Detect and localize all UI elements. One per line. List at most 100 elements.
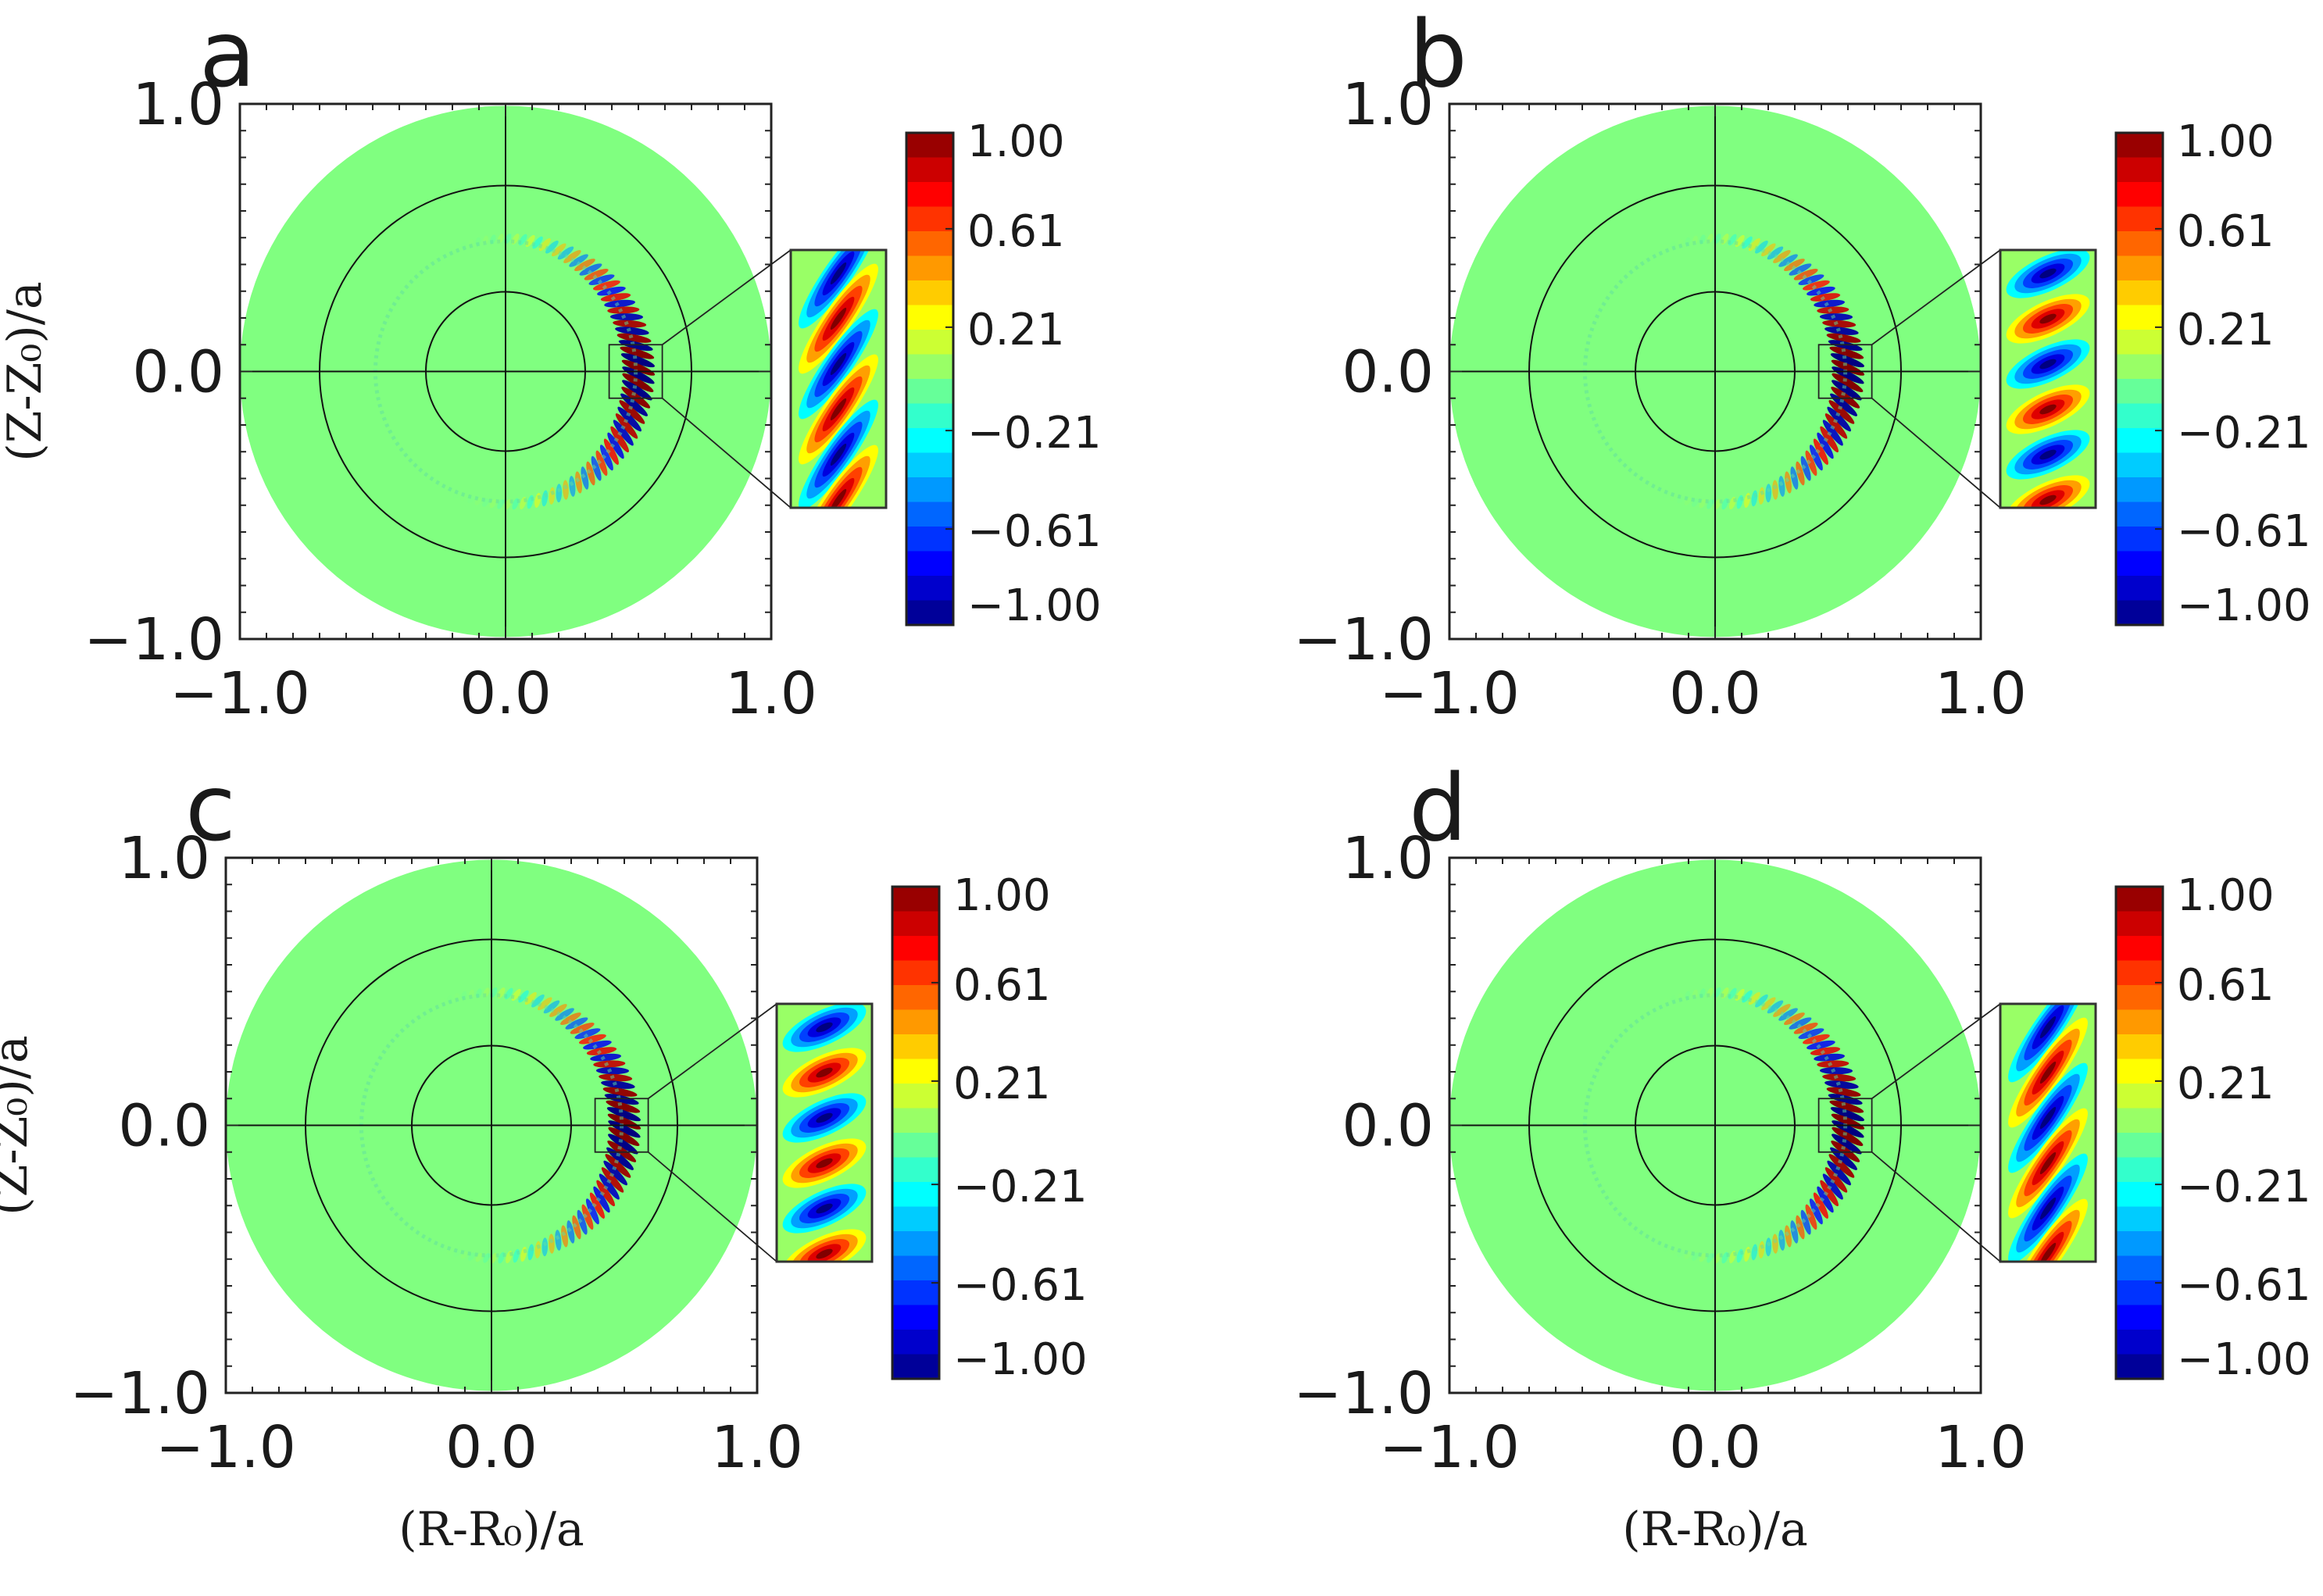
mode-stripe — [541, 1237, 549, 1257]
mode-stripe — [1748, 238, 1760, 252]
mode-stripe — [1817, 1060, 1849, 1068]
colorbar-level — [906, 403, 953, 429]
colorbar-level — [906, 255, 953, 281]
colorbar-tick-label: −0.21 — [967, 408, 1102, 459]
mode-stripe — [1742, 990, 1753, 1003]
mode-stripe — [615, 413, 638, 439]
mode-stripe — [1809, 1198, 1823, 1225]
colorbar-level — [906, 502, 953, 527]
colorbar-level — [2116, 1280, 2163, 1305]
mode-stripe — [620, 393, 648, 416]
mode-stripe — [1767, 1000, 1784, 1014]
colorbar-level — [892, 960, 939, 986]
mode-stripe — [1824, 1080, 1859, 1089]
mode-stripe — [1778, 1230, 1785, 1251]
colorbar-level — [892, 1133, 939, 1158]
y-tick-label: −1.0 — [84, 606, 224, 673]
inset-frame — [775, 1002, 874, 1263]
colorbar-tick-label: 0.21 — [2177, 1059, 2275, 1109]
inset-connector-bottom — [648, 1151, 777, 1262]
mode-stripe — [597, 286, 626, 296]
panel-label-a: a — [199, 0, 256, 108]
colorbar-level — [906, 157, 953, 183]
colorbar-level — [906, 477, 953, 502]
inset-connector-bottom — [1871, 1151, 2001, 1262]
colorbar-level — [2116, 403, 2163, 429]
colorbar-level — [906, 428, 953, 453]
mode-stripe — [1805, 1204, 1817, 1230]
mode-stripe — [1761, 243, 1776, 257]
mode-stripe — [1819, 1067, 1853, 1075]
colorbar-level — [2116, 1231, 2163, 1256]
mode-stripe — [1699, 1253, 1707, 1262]
mode-stripe — [560, 1012, 581, 1026]
mode-stripe — [1742, 236, 1753, 249]
mode-stripe — [1778, 254, 1798, 267]
mode-stripe — [1784, 1012, 1805, 1026]
colorbar-tick-label: 0.61 — [967, 206, 1065, 257]
inset-lobe — [2039, 313, 2057, 324]
colorbar-level — [2116, 1059, 2163, 1084]
inset-lobe — [2039, 1106, 2057, 1130]
colorbar-level — [2116, 280, 2163, 305]
mode-stripe — [604, 299, 636, 308]
colorbar-level — [2116, 1182, 2163, 1207]
colorbar-level — [906, 280, 953, 305]
mode-stripe — [1800, 1209, 1811, 1235]
mode-stripe — [538, 997, 552, 1011]
mode-stripe — [475, 1253, 483, 1262]
colorbar-frame — [2114, 131, 2164, 627]
mode-stripe — [1807, 1040, 1835, 1050]
mode-stripe — [1826, 333, 1861, 343]
colorbar-level — [2116, 1034, 2163, 1059]
inset-lobe — [816, 1022, 833, 1033]
mode-stripe — [482, 498, 489, 507]
colorbar-level — [892, 1354, 939, 1380]
mode-stripe — [1817, 432, 1834, 459]
mode-stripe — [1755, 240, 1768, 254]
inset-source-box — [594, 1098, 649, 1153]
colorbar-level — [2116, 305, 2163, 330]
mode-stripe — [578, 1034, 606, 1044]
inset-lobe — [830, 262, 847, 285]
mode-stripe — [622, 380, 652, 401]
colorbar-level — [2116, 887, 2163, 912]
mode-stripe — [1810, 1047, 1841, 1055]
colorbar-tick-label: 0.21 — [967, 305, 1065, 355]
mode-stripe — [586, 1047, 617, 1055]
mode-stripe — [620, 353, 655, 368]
mode-stripe — [608, 1126, 640, 1146]
colorbar-level — [2116, 1255, 2163, 1281]
inset-connector-top — [648, 1003, 777, 1099]
mode-stripe — [601, 1080, 635, 1089]
mode-stripe — [1798, 274, 1824, 285]
mode-stripe — [586, 461, 595, 486]
mode-stripe — [1789, 263, 1812, 276]
colorbar-level — [892, 1330, 939, 1355]
mode-stripe — [555, 1230, 562, 1251]
x-tick-label: −1.0 — [1379, 660, 1520, 727]
mode-stripe — [1828, 1154, 1855, 1178]
mode-stripe — [1793, 269, 1818, 280]
mode-stripe — [574, 1028, 601, 1039]
mode-stripe — [1748, 992, 1760, 1005]
mode-stripe — [1827, 1160, 1852, 1186]
mode-stripe — [1809, 445, 1823, 471]
colorbar-tick-label: −0.61 — [967, 506, 1102, 557]
mode-stripe — [1761, 997, 1776, 1011]
colorbar-tick-label: 1.00 — [967, 116, 1065, 167]
inset-lobe — [2039, 1061, 2057, 1084]
mode-stripe — [593, 1186, 610, 1213]
colorbar-level — [2116, 1354, 2163, 1380]
inset-lobe — [2039, 1016, 2057, 1039]
inset-panel-a — [791, 250, 886, 508]
mode-stripe — [589, 1192, 605, 1219]
inset-source-box — [608, 344, 663, 399]
colorbar-level — [892, 985, 939, 1010]
mode-stripe — [606, 1107, 641, 1122]
colorbar-level — [2116, 1009, 2163, 1035]
mode-stripe — [1765, 484, 1772, 503]
colorbar-level — [2116, 911, 2163, 937]
